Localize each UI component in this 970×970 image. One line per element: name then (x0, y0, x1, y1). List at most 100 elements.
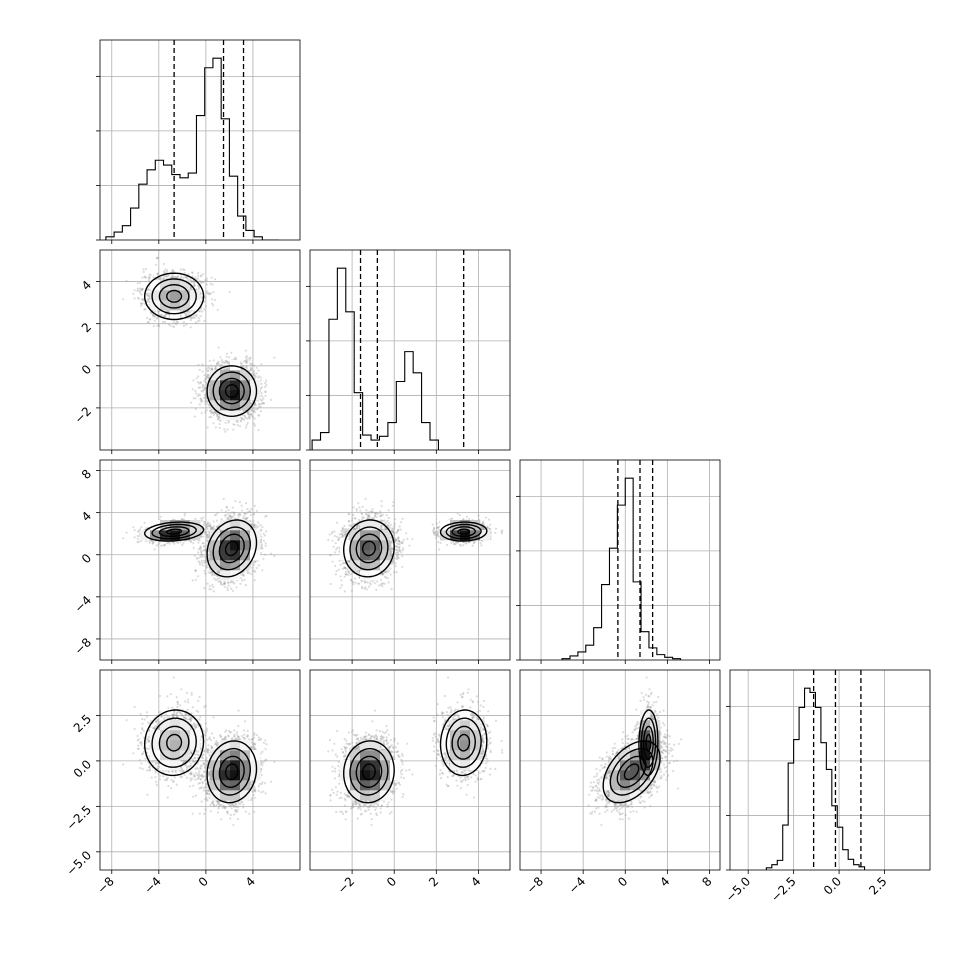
sample-point (260, 386, 263, 389)
sample-point (162, 315, 165, 318)
sample-point (253, 417, 256, 420)
sample-point (197, 287, 201, 290)
sample-point (171, 268, 174, 271)
sample-point (152, 276, 155, 279)
sample-point (260, 402, 263, 405)
sample-point (162, 275, 166, 278)
sample-point (260, 363, 263, 366)
sample-point (194, 276, 197, 279)
sample-point (140, 302, 143, 305)
sample-point (122, 298, 125, 301)
sample-point (187, 273, 190, 276)
sample-point (210, 276, 213, 279)
sample-point (148, 279, 151, 282)
sample-point (195, 377, 198, 380)
sample-point (253, 403, 256, 406)
sample-point (156, 272, 160, 275)
sample-point (245, 365, 248, 368)
sample-point (145, 292, 148, 295)
sample-point (253, 424, 257, 427)
sample-point (202, 384, 205, 387)
sample-point (176, 275, 179, 278)
sample-point (165, 269, 169, 272)
sample-point (138, 287, 141, 290)
sample-point (218, 426, 221, 429)
density-cell (190, 300, 201, 311)
sample-point (217, 360, 220, 363)
density-cell (210, 380, 221, 391)
sample-point (250, 408, 253, 411)
density-cell (220, 390, 231, 401)
sample-point (164, 313, 167, 316)
sample-point (218, 363, 221, 366)
sample-point (216, 418, 219, 421)
sample-point (216, 362, 219, 365)
sample-point (146, 292, 149, 295)
sample-point (148, 273, 151, 276)
sample-point (156, 324, 159, 327)
sample-point (201, 363, 204, 366)
sample-point (144, 275, 147, 278)
sample-point (225, 352, 229, 355)
sample-point (214, 367, 217, 370)
sample-point (133, 289, 136, 292)
density-cell (180, 300, 191, 311)
density-cell (230, 410, 241, 421)
density-cell (170, 310, 181, 321)
sample-point (233, 423, 236, 426)
sample-point (164, 313, 167, 316)
sample-point (159, 277, 162, 281)
sample-point (198, 386, 202, 389)
sample-point (194, 397, 197, 400)
sample-point (260, 392, 263, 395)
sample-point (193, 317, 196, 320)
sample-point (210, 302, 214, 305)
sample-point (232, 428, 235, 431)
sample-point (189, 319, 192, 322)
sample-point (200, 274, 203, 277)
contour-line (218, 377, 245, 405)
sample-point (240, 362, 243, 365)
sample-point (245, 358, 248, 361)
sample-point (205, 396, 208, 399)
sample-point (207, 403, 210, 406)
sample-point (209, 292, 213, 295)
sample-point (259, 376, 262, 379)
sample-point (194, 392, 197, 395)
sample-point (199, 399, 203, 402)
sample-point (225, 367, 229, 370)
sample-point (235, 420, 238, 423)
sample-point (216, 308, 219, 311)
density-cell (220, 400, 231, 411)
sample-point (167, 274, 170, 277)
sample-point (144, 276, 147, 279)
sample-point (208, 293, 211, 296)
sample-point (197, 274, 200, 277)
sample-point (228, 290, 231, 293)
sample-point (248, 413, 251, 416)
sample-point (265, 379, 268, 382)
density-cell (240, 370, 251, 381)
sample-point (261, 395, 264, 398)
sample-point (183, 512, 186, 515)
sample-point (202, 386, 205, 389)
sample-point (211, 411, 214, 415)
sample-point (150, 311, 153, 314)
sample-point (217, 417, 220, 420)
sample-point (176, 320, 179, 323)
sample-point (206, 376, 209, 379)
sample-point (180, 275, 183, 278)
sample-point (199, 381, 202, 384)
sample-point (194, 321, 197, 324)
sample-point (141, 287, 144, 290)
sample-point (218, 416, 221, 419)
sample-point (171, 270, 174, 273)
sample-point (139, 289, 142, 292)
sample-point (141, 297, 144, 300)
sample-point (204, 296, 207, 299)
sample-point (250, 364, 253, 367)
sample-point (210, 298, 214, 301)
sample-point (206, 290, 209, 293)
sample-point (172, 321, 175, 324)
sample-point (219, 364, 222, 367)
